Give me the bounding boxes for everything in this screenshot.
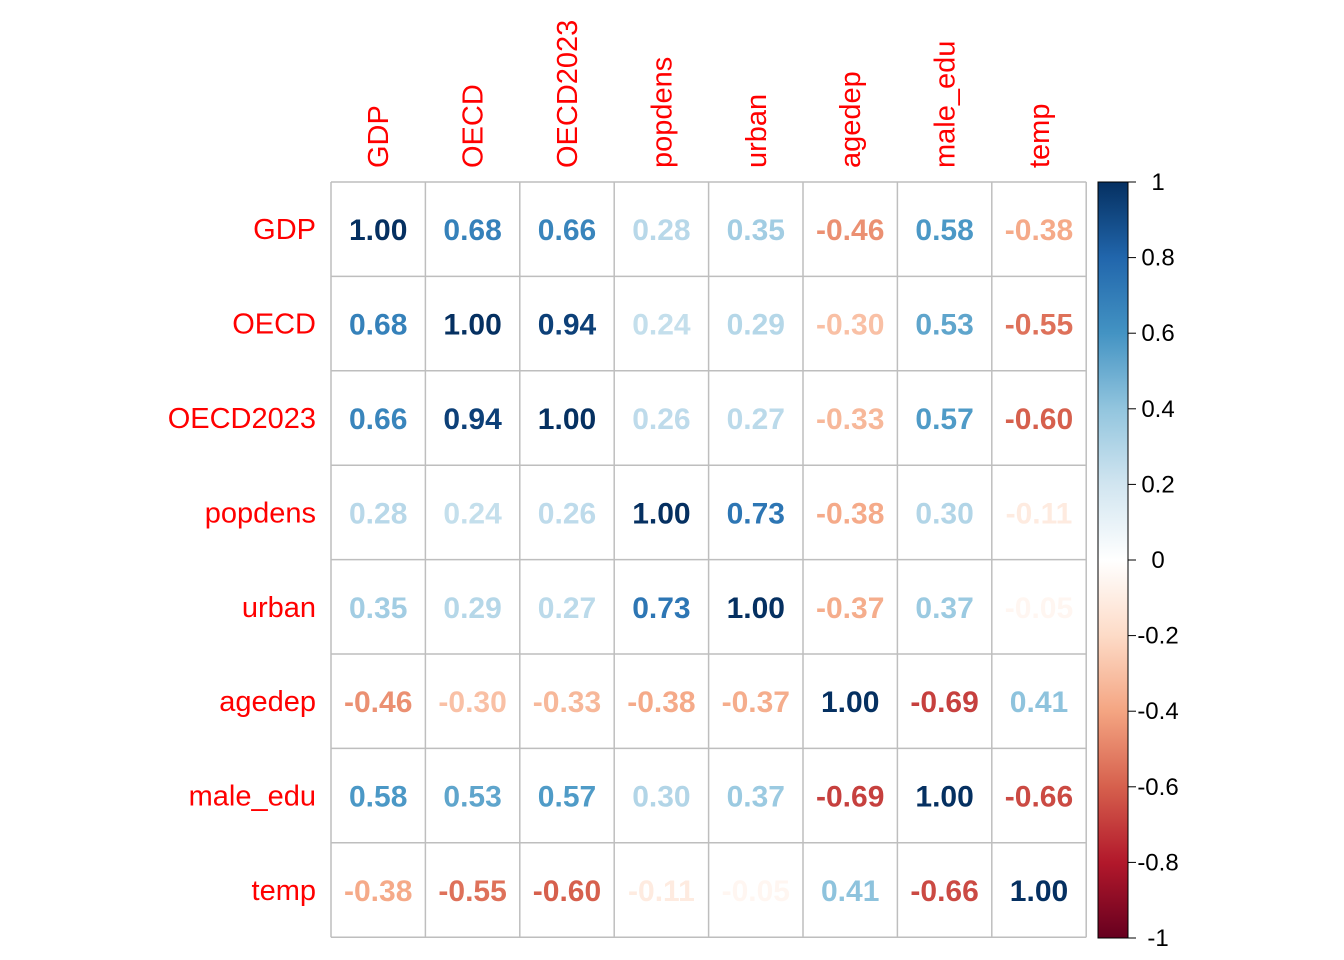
correlation-value: -0.37 (816, 592, 884, 625)
colorbar-tick-label: -0.6 (1137, 774, 1178, 801)
colorbar-tick-label: 0 (1151, 547, 1164, 574)
row-label: urban (242, 592, 316, 624)
correlation-value: 1.00 (538, 403, 596, 436)
correlation-value: 0.27 (538, 592, 596, 625)
matrix-grid (330, 181, 1087, 938)
correlation-value: 0.28 (632, 214, 690, 247)
correlation-value: 0.30 (632, 781, 690, 814)
correlation-value: 0.57 (538, 781, 596, 814)
row-label: male_edu (189, 781, 316, 813)
correlation-value: 0.94 (538, 309, 597, 342)
column-label: GDP (363, 105, 395, 168)
correlation-value: -0.60 (1005, 403, 1073, 436)
row-label: OECD (232, 309, 316, 341)
column-label: agedep (835, 71, 867, 168)
column-label: popdens (646, 57, 678, 168)
correlation-value: 0.53 (915, 309, 973, 342)
correlation-value: -0.55 (1005, 309, 1073, 342)
column-label: OECD2023 (552, 20, 584, 168)
correlation-value: 0.53 (443, 781, 501, 814)
correlation-value: 0.28 (349, 497, 407, 530)
column-label: OECD (458, 84, 490, 168)
correlation-value: 0.41 (821, 875, 879, 908)
correlation-value: -0.30 (438, 686, 506, 719)
row-label: temp (252, 875, 316, 907)
correlation-value: 0.73 (727, 497, 785, 530)
correlation-value: 0.29 (443, 592, 501, 625)
correlation-value: -0.05 (722, 875, 790, 908)
correlation-value: 0.41 (1010, 686, 1068, 719)
correlation-value: -0.38 (1005, 214, 1073, 247)
correlation-value: 0.26 (538, 497, 596, 530)
row-label: agedep (219, 686, 316, 718)
correlation-value: -0.11 (1006, 497, 1073, 530)
correlation-value: 0.37 (915, 592, 973, 625)
correlation-value: -0.05 (1005, 592, 1073, 625)
correlation-value: 0.73 (632, 592, 690, 625)
correlation-value: 0.68 (443, 214, 501, 247)
column-label: urban (741, 94, 773, 168)
correlation-value: 1.00 (915, 781, 973, 814)
row-label: popdens (205, 497, 316, 529)
correlation-value: -0.37 (722, 686, 790, 719)
correlation-value: 0.35 (349, 592, 407, 625)
correlation-value: 0.68 (349, 309, 407, 342)
correlation-value: -0.38 (344, 875, 412, 908)
correlation-value: 1.00 (727, 592, 785, 625)
correlation-value: 1.00 (632, 497, 690, 530)
correlation-value: -0.33 (533, 686, 601, 719)
correlation-value: -0.38 (627, 686, 695, 719)
colorbar-tick-label: -0.4 (1137, 698, 1178, 725)
correlation-value: 1.00 (443, 309, 501, 342)
correlation-value: 0.35 (727, 214, 785, 247)
correlation-value: -0.66 (1005, 781, 1073, 814)
correlation-value: -0.33 (816, 403, 884, 436)
correlation-value: 1.00 (349, 214, 407, 247)
correlation-value: -0.69 (910, 686, 978, 719)
correlation-value: -0.60 (533, 875, 601, 908)
correlation-value: -0.66 (910, 875, 978, 908)
correlation-value: 0.57 (915, 403, 973, 436)
correlation-value: 0.66 (538, 214, 596, 247)
correlation-value: 0.27 (727, 403, 785, 436)
colorbar-tick-label: 1 (1151, 169, 1164, 196)
colorbar-tick-label: -1 (1147, 925, 1168, 952)
correlation-value: 0.37 (727, 781, 785, 814)
colorbar-tick-label: -0.8 (1137, 849, 1178, 876)
colorbar-tick-label: 0.8 (1141, 245, 1174, 272)
column-label: temp (1024, 104, 1056, 168)
correlation-value: 0.58 (349, 781, 407, 814)
column-label: male_edu (930, 41, 962, 168)
correlation-value: 1.00 (821, 686, 879, 719)
correlation-value: -0.46 (816, 214, 884, 247)
correlation-value: 0.94 (443, 403, 502, 436)
correlation-value: -0.38 (816, 497, 884, 530)
row-label: GDP (253, 214, 316, 246)
correlation-value: 0.58 (915, 214, 973, 247)
correlation-value: 0.66 (349, 403, 407, 436)
row-label: OECD2023 (168, 403, 316, 435)
correlation-value: 0.29 (727, 309, 785, 342)
colorbar-tick-label: -0.2 (1137, 623, 1178, 650)
correlation-value: -0.55 (438, 875, 506, 908)
colorbar-tick-label: 0.6 (1141, 320, 1174, 347)
colorbar-tick-label: 0.2 (1141, 471, 1174, 498)
correlation-value: 0.24 (632, 309, 691, 342)
correlation-value: -0.11 (628, 875, 695, 908)
correlation-value: -0.46 (344, 686, 412, 719)
colorbar-tick-label: 0.4 (1141, 396, 1174, 423)
correlation-value: 0.26 (632, 403, 690, 436)
correlation-value: -0.30 (816, 309, 884, 342)
correlation-value: 0.24 (443, 497, 502, 530)
correlation-value: 0.30 (915, 497, 973, 530)
correlation-value: 1.00 (1010, 875, 1068, 908)
correlation-value: -0.69 (816, 781, 884, 814)
colorbar (1097, 181, 1129, 939)
